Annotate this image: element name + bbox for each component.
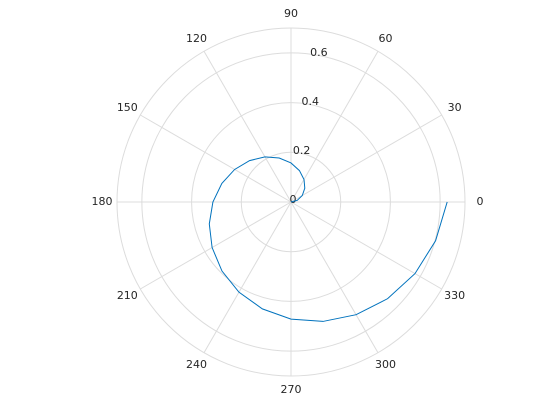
theta-tick-label: 240 [186,358,207,371]
grid-spoke [290,201,442,290]
theta-tick-label: 180 [92,195,113,208]
grid-spoke [140,114,292,203]
theta-tick-label: 120 [186,32,207,45]
r-tick-label: 0 [290,193,297,206]
theta-tick-label: 210 [117,289,138,302]
grid-spoke [203,201,292,353]
grid-spoke [290,114,442,203]
theta-tick-label: 60 [379,32,393,45]
grid-spoke [290,201,379,353]
grid-spoke [203,51,292,203]
theta-tick-label: 300 [375,358,396,371]
grid-spoke [290,51,379,203]
r-tick-label: 0.6 [310,46,328,59]
theta-tick-label: 0 [477,195,484,208]
theta-tick-label: 90 [284,7,298,20]
theta-tick-label: 150 [117,101,138,114]
theta-tick-label: 270 [281,383,302,396]
spiral-line [208,156,448,322]
r-tick-label: 0.2 [293,144,311,157]
theta-tick-label: 30 [448,101,462,114]
r-tick-label: 0.4 [302,95,320,108]
grid-spoke [140,201,292,290]
theta-tick-label: 330 [444,289,465,302]
